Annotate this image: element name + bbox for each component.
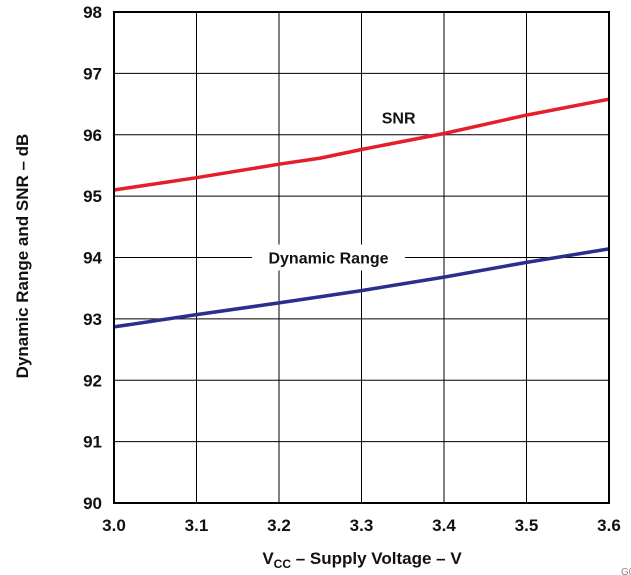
y-tick-label: 92 <box>83 371 102 390</box>
annotation-snr: SNR <box>382 111 416 128</box>
annotation-dynamic-range: Dynamic Range <box>268 251 388 268</box>
y-axis-title: Dynamic Range and SNR – dB <box>13 134 32 379</box>
x-tick-label: 3.5 <box>515 516 539 535</box>
y-tick-label: 91 <box>83 433 102 452</box>
y-tick-label: 94 <box>83 249 102 268</box>
annotations: SNR Dynamic Range <box>252 104 428 271</box>
y-tick-label: 98 <box>83 3 102 22</box>
y-tick-label: 95 <box>83 187 102 206</box>
annotation-background <box>252 244 405 271</box>
x-tick-labels: 3.0 3.1 3.2 3.3 3.4 3.5 3.6 <box>102 516 621 535</box>
y-tick-label: 97 <box>83 64 102 83</box>
annotation-background <box>370 104 428 131</box>
x-tick-label: 3.6 <box>597 516 621 535</box>
y-tick-label: 90 <box>83 494 102 513</box>
y-tick-labels: 90 91 92 93 94 95 96 97 98 <box>83 3 102 513</box>
series-lines <box>113 97 610 329</box>
plot-frame <box>113 11 610 504</box>
series-line-dynamic-range <box>113 247 610 329</box>
figure-id: G0 <box>621 567 631 575</box>
x-tick-label: 3.4 <box>432 516 456 535</box>
x-tick-label: 3.0 <box>102 516 126 535</box>
y-tick-label: 93 <box>83 310 102 329</box>
x-tick-label: 3.2 <box>267 516 291 535</box>
y-tick-label: 96 <box>83 126 102 145</box>
x-tick-label: 3.3 <box>350 516 374 535</box>
x-tick-label: 3.1 <box>185 516 209 535</box>
grid-lines <box>113 11 610 504</box>
series-line-snr <box>113 97 610 192</box>
x-axis-title: VCC – Supply Voltage – V <box>262 549 462 571</box>
